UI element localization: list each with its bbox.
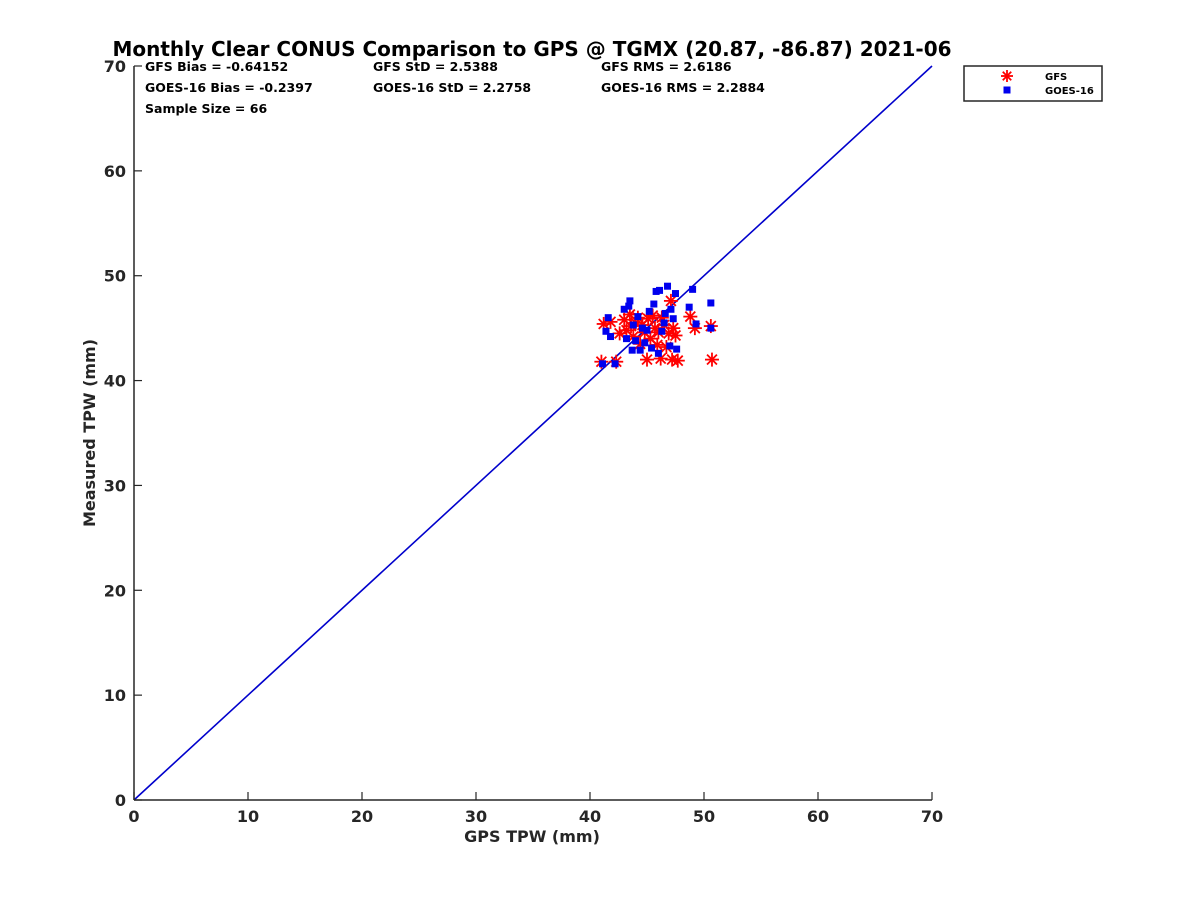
legend-marker [1001,70,1013,82]
legend: GFS GOES-16 [963,65,1103,102]
x-tick-label: 60 [807,807,829,826]
legend-box [963,65,1103,102]
data-point [632,337,640,345]
y-tick-label: 30 [104,476,126,495]
y-tick-label: 40 [104,372,126,391]
data-point [640,352,654,367]
data-point [663,293,678,308]
data-point [599,360,607,368]
data-point [669,315,677,323]
data-point [683,309,698,324]
axes: 0 10 20 30 40 50 60 70 0 10 20 30 40 50 60 70 [104,57,943,826]
x-tick-label: 30 [465,807,487,826]
data-point [611,360,619,368]
y-axis-label: Measured TPW (mm) [80,339,99,527]
x-tick-label: 40 [579,807,601,826]
data-point [626,297,634,305]
stats-block: GFS Bias = -0.64152 GFS StD = 2.5388 GFS R… [145,59,765,116]
data-point [692,320,700,328]
data-point [664,282,672,290]
one-to-one-line [133,65,933,801]
data-point [707,299,715,307]
x-tick-label: 50 [693,807,715,826]
legend-label: GFS [1045,72,1067,83]
data-point [620,305,628,313]
y-tick-label: 10 [104,686,126,705]
x-tick-label: 20 [351,807,373,826]
legend-label: GOES-16 [1045,86,1094,97]
stat-text: GFS Bias = -0.64152 [145,59,288,74]
data-point [602,327,610,335]
data-point [660,319,668,327]
stat-text: GFS RMS = 2.6186 [601,59,732,74]
data-point [673,345,681,353]
data-point [685,303,693,311]
data-point [666,342,674,350]
data-point [668,328,683,343]
data-point [648,344,656,352]
data-point [689,285,697,293]
stat-text: GOES-16 Bias = -0.2397 [145,80,313,95]
data-point [707,324,715,332]
data-point [650,300,658,308]
y-tick-label: 70 [104,57,126,76]
data-point [643,326,651,334]
chart-title: Monthly Clear CONUS Comparison to GPS @ … [112,37,951,61]
stat-text: GOES-16 RMS = 2.2884 [601,80,765,95]
y-tick-label: 50 [104,267,126,286]
plot-area [133,65,933,801]
data-point [607,333,615,341]
data-point [658,327,666,335]
data-point [704,352,719,367]
stat-text: Sample Size = 66 [145,101,267,116]
data-point [622,335,630,343]
y-tick-label: 20 [104,581,126,600]
data-point [638,324,646,332]
y-tick-label: 60 [104,162,126,181]
legend-marker [1003,86,1011,94]
data-point [672,290,679,298]
stat-text: GFS StD = 2.5388 [373,59,498,74]
x-tick-label: 70 [921,807,943,826]
x-tick-label: 10 [237,807,259,826]
stat-text: GOES-16 StD = 2.2758 [373,80,531,95]
data-point [656,286,664,294]
data-point [629,321,637,329]
x-tick-label: 0 [128,807,139,826]
data-point [661,309,669,317]
data-point [604,314,612,322]
x-axis-label: GPS TPW (mm) [464,827,600,846]
data-point [667,305,675,313]
data-point [670,353,685,368]
data-point [641,339,649,347]
data-point [628,346,636,354]
data-point [636,346,644,354]
y-tick-label: 0 [115,791,126,810]
data-point [625,302,633,310]
data-point [654,349,662,357]
data-point [645,307,653,315]
series-goes-16 [599,282,715,368]
data-point [634,313,642,321]
